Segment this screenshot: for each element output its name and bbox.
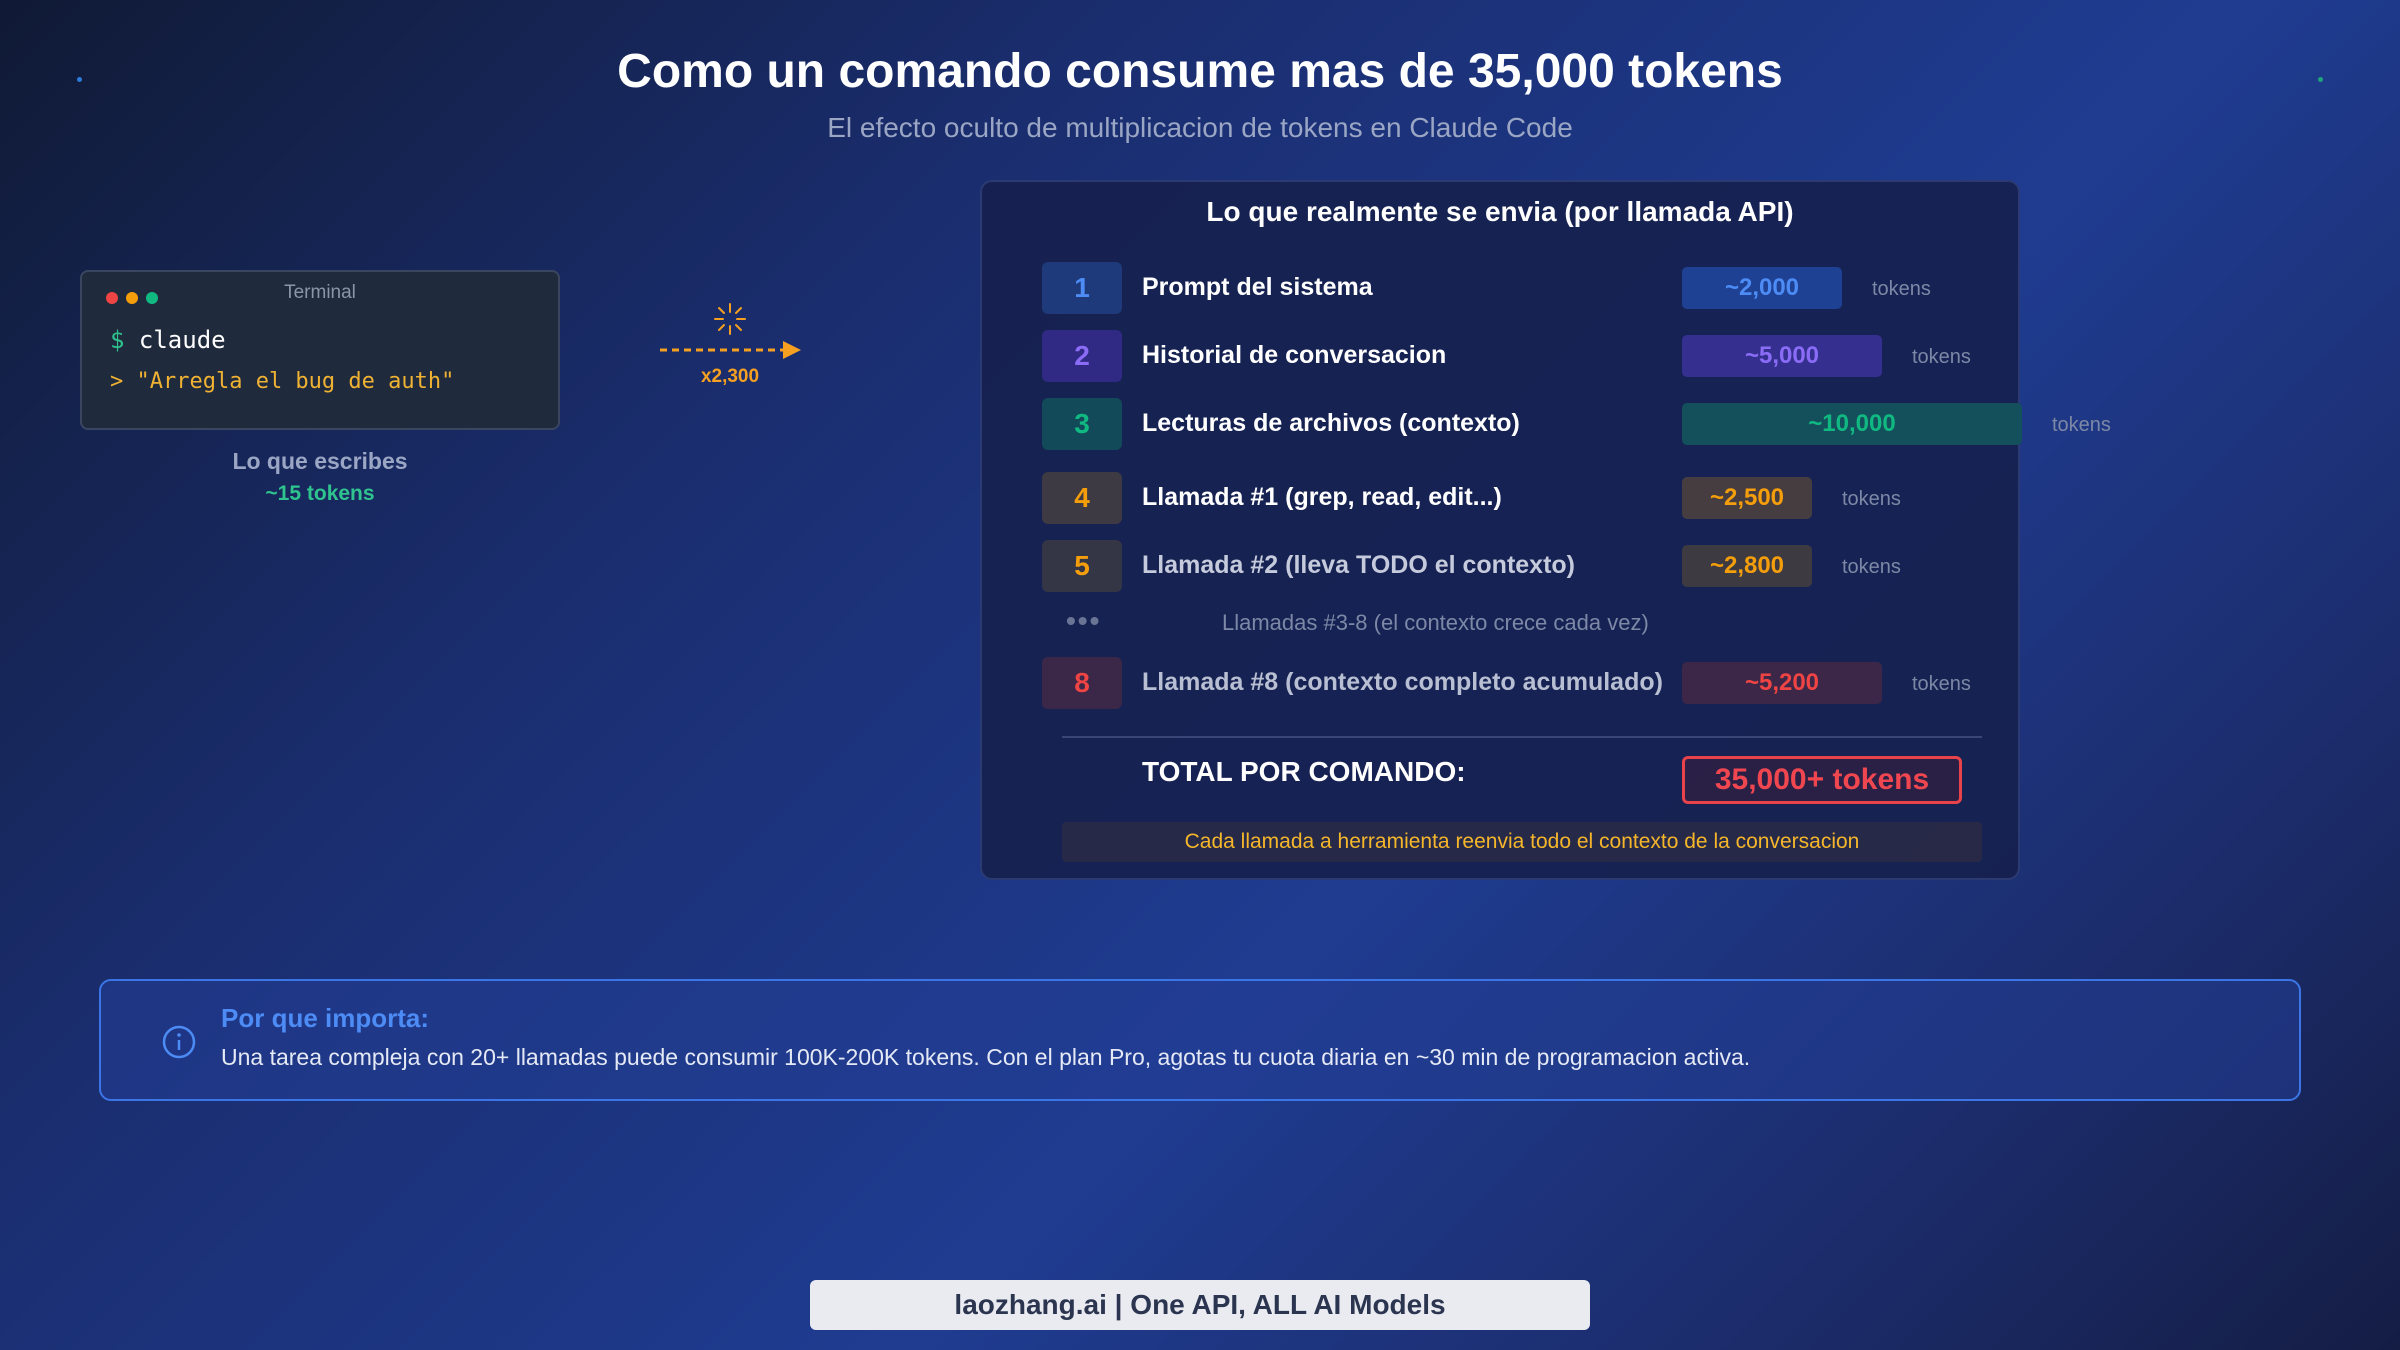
row-label: Llamada #1 (grep, read, edit...) bbox=[1142, 483, 1502, 511]
token-row: 3 Lecturas de archivos (contexto) ~10,00… bbox=[982, 398, 2111, 452]
terminal-command-line: $ claude bbox=[110, 326, 226, 354]
panel-title: Lo que realmente se envia (por llamada A… bbox=[1206, 196, 1794, 227]
token-row: 2 Historial de conversacion ~5,000 token… bbox=[982, 330, 2022, 384]
row-token-bar: ~2,800 bbox=[1682, 545, 1812, 587]
row-label: Prompt del sistema bbox=[1142, 273, 1373, 301]
row-label: Llamada #8 (contexto completo acumulado) bbox=[1142, 668, 1663, 696]
row-token-bar: ~2,000 bbox=[1682, 267, 1842, 309]
sparkle-icon bbox=[714, 303, 746, 335]
row-token-unit: tokens bbox=[2052, 414, 2111, 436]
token-row: 4 Llamada #1 (grep, read, edit...) ~2,50… bbox=[982, 472, 2022, 526]
row-token-unit: tokens bbox=[1842, 488, 1901, 510]
page-title: Como un comando consume mas de 35,000 to… bbox=[617, 45, 1783, 98]
row-number-badge: 1 bbox=[1042, 262, 1122, 314]
row-number-badge: 4 bbox=[1042, 472, 1122, 524]
page-subtitle: El efecto oculto de multiplicacion de to… bbox=[827, 112, 1573, 143]
token-row: 8 Llamada #8 (contexto completo acumulad… bbox=[982, 657, 2022, 711]
ellipsis-icon: ••• bbox=[1066, 605, 1102, 636]
info-icon bbox=[162, 1025, 196, 1059]
row-token-bar: ~2,500 bbox=[1682, 477, 1812, 519]
row-number-badge: 2 bbox=[1042, 330, 1122, 382]
terminal-title: Terminal bbox=[284, 282, 356, 303]
row-number-badge: 5 bbox=[1042, 540, 1122, 592]
divider bbox=[1062, 736, 1982, 738]
token-row: 1 Prompt del sistema ~2,000 tokens bbox=[982, 262, 2022, 316]
row-token-bar: ~5,000 bbox=[1682, 335, 1882, 377]
row-label: Lecturas de archivos (contexto) bbox=[1142, 409, 1520, 437]
terminal-input-line: > "Arregla el bug de auth" bbox=[110, 369, 455, 394]
info-title: Por que importa: bbox=[221, 1003, 430, 1033]
user-input-caption: Lo que escribes bbox=[232, 448, 408, 474]
row-token-bar: ~10,000 bbox=[1682, 403, 2022, 445]
terminal-command: claude bbox=[138, 326, 226, 354]
total-badge: 35,000+ tokens bbox=[1682, 756, 1962, 804]
decorative-dot bbox=[2318, 77, 2323, 82]
token-row: 5 Llamada #2 (lleva TODO el contexto) ~2… bbox=[982, 540, 2022, 594]
decorative-dot bbox=[77, 77, 82, 82]
api-call-panel: Lo que realmente se envia (por llamada A… bbox=[980, 180, 2111, 880]
row-number-badge: 3 bbox=[1042, 398, 1122, 450]
row-label: Historial de conversacion bbox=[1142, 341, 1447, 369]
close-dot-icon bbox=[106, 292, 118, 304]
multiplier-arrow bbox=[660, 303, 801, 359]
row-number-badge: 8 bbox=[1042, 657, 1122, 709]
total-label: TOTAL POR COMANDO: bbox=[1142, 756, 1466, 787]
info-text: Una tarea compleja con 20+ llamadas pued… bbox=[221, 1044, 1751, 1070]
terminal-window: Terminal $ claude > "Arregla el bug de a… bbox=[80, 270, 560, 430]
row-token-unit: tokens bbox=[1912, 346, 1971, 368]
footer-banner: laozhang.ai | One API, ALL AI Models bbox=[810, 1280, 1590, 1330]
info-callout: Por que importa: Una tarea compleja con … bbox=[99, 979, 2301, 1101]
context-note: Cada llamada a herramienta reenvia todo … bbox=[1062, 822, 1982, 862]
row-token-unit: tokens bbox=[1912, 673, 1971, 695]
row-token-unit: tokens bbox=[1872, 278, 1931, 300]
row-label: Llamada #2 (lleva TODO el contexto) bbox=[1142, 551, 1576, 579]
row-token-bar: ~5,200 bbox=[1682, 662, 1882, 704]
user-input-tokens: ~15 tokens bbox=[265, 482, 375, 505]
terminal-prompt: $ bbox=[110, 326, 125, 354]
arrow-head-icon bbox=[783, 341, 801, 359]
ellipsis-text: Llamadas #3-8 (el contexto crece cada ve… bbox=[1222, 610, 1649, 635]
row-token-unit: tokens bbox=[1842, 556, 1901, 578]
maximize-dot-icon bbox=[146, 292, 158, 304]
multiplier-label: x2,300 bbox=[700, 366, 760, 387]
minimize-dot-icon bbox=[126, 292, 138, 304]
